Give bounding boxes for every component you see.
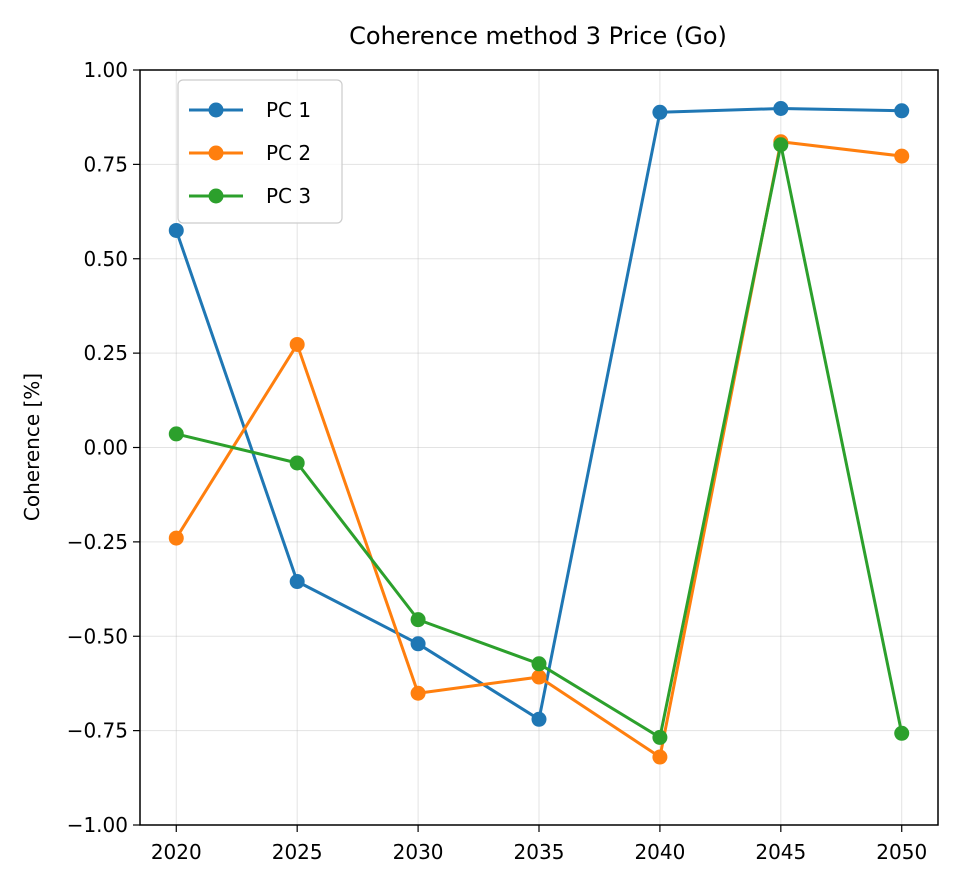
data-point [773,137,789,153]
series-3 [168,137,910,745]
data-point [531,711,547,727]
data-point [289,336,305,352]
x-tick-label: 2040 [634,840,685,864]
chart-title: Coherence method 3 Price (Go) [349,22,727,50]
legend: PC 1 PC 2 PC 3 [177,79,343,224]
x-tick-label: 2030 [393,840,444,864]
data-point [289,455,305,471]
x-tick-label: 2035 [514,840,565,864]
data-point [410,685,426,701]
y-tick-label: 0.25 [83,341,128,365]
legend-item: PC 2 [189,141,311,165]
y-tick-label: 0.00 [83,436,128,460]
data-point [773,101,789,117]
data-point [410,612,426,628]
legend-marker [208,188,224,204]
data-point [531,656,547,672]
legend-item: PC 1 [189,98,311,122]
plot-frame [139,69,939,826]
legend-label: PC 1 [266,98,311,122]
y-tick-label: 1.00 [83,58,128,82]
y-tick-label: 0.50 [83,247,128,271]
data-point [652,729,668,745]
x-tick-label: 2050 [876,840,927,864]
y-tick-label: −0.25 [67,530,128,554]
legend-marker [208,145,224,161]
data-point [894,725,910,741]
data-point [289,574,305,590]
x-tick-label: 2045 [755,840,806,864]
legend-item: PC 3 [189,184,311,208]
legend-marker [208,102,224,118]
data-point [652,104,668,120]
axis-ticks: 2020 2025 2030 2035 2040 2045 2050 −1.00 −0.75 −0… [67,58,927,864]
data-point [894,148,910,164]
x-tick-label: 2025 [272,840,323,864]
y-tick-label: −0.75 [67,719,128,743]
data-point [168,530,184,546]
legend-label: PC 2 [266,141,311,165]
data-point [168,222,184,238]
data-point [894,103,910,119]
y-tick-label: −0.50 [67,624,128,648]
data-point [531,669,547,685]
data-point [168,426,184,442]
y-axis-title: Coherence [%] [20,373,44,521]
x-tick-label: 2020 [151,840,202,864]
legend-label: PC 3 [266,184,311,208]
data-point [652,749,668,765]
data-point [410,636,426,652]
y-tick-label: −1.00 [67,813,128,837]
y-tick-label: 0.75 [83,152,128,176]
series-1 [168,101,910,727]
series-lines [168,101,910,765]
